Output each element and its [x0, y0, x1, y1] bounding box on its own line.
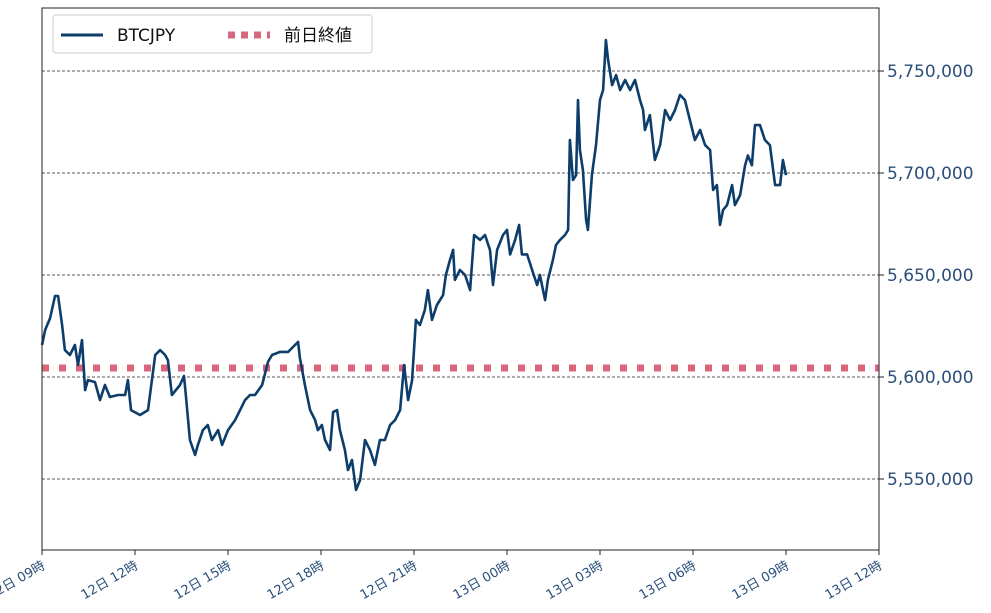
x-tick-label: 12日 18時 — [265, 558, 327, 603]
x-tick-label: 13日 12時 — [823, 558, 885, 603]
gridlines — [42, 70, 879, 480]
y-tick-label: 5,700,000 — [887, 164, 974, 184]
x-tick-label: 12日 15時 — [172, 558, 234, 603]
y-tick-label: 5,550,000 — [887, 470, 974, 490]
x-tick-label: 12日 09時 — [0, 558, 48, 603]
legend: BTCJPY 前日終値 — [52, 14, 373, 54]
x-tick-label: 12日 12時 — [79, 558, 141, 603]
y-axis: 5,550,000 5,600,000 5,650,000 5,700,000 5,75… — [879, 62, 974, 490]
x-tick-label: 13日 09時 — [730, 558, 792, 603]
x-tick-label: 12日 21時 — [358, 558, 420, 603]
x-tick-label: 13日 06時 — [637, 558, 699, 603]
legend-label-previous-close: 前日終値 — [284, 26, 352, 46]
legend-label-btcjpy: BTCJPY — [117, 26, 176, 46]
x-axis: 12日 09時 12日 12時 12日 15時 12日 18時 12日 21時 13日 0… — [0, 550, 885, 603]
x-tick-label: 13日 03時 — [544, 558, 606, 603]
legend-box — [52, 14, 373, 54]
btcjpy-series-line — [40, 38, 788, 492]
x-tick-label: 13日 00時 — [451, 558, 513, 603]
plot-frame — [41, 7, 880, 551]
y-tick-label: 5,600,000 — [887, 368, 974, 388]
y-tick-label: 5,650,000 — [887, 266, 974, 286]
y-tick-label: 5,750,000 — [887, 62, 974, 82]
